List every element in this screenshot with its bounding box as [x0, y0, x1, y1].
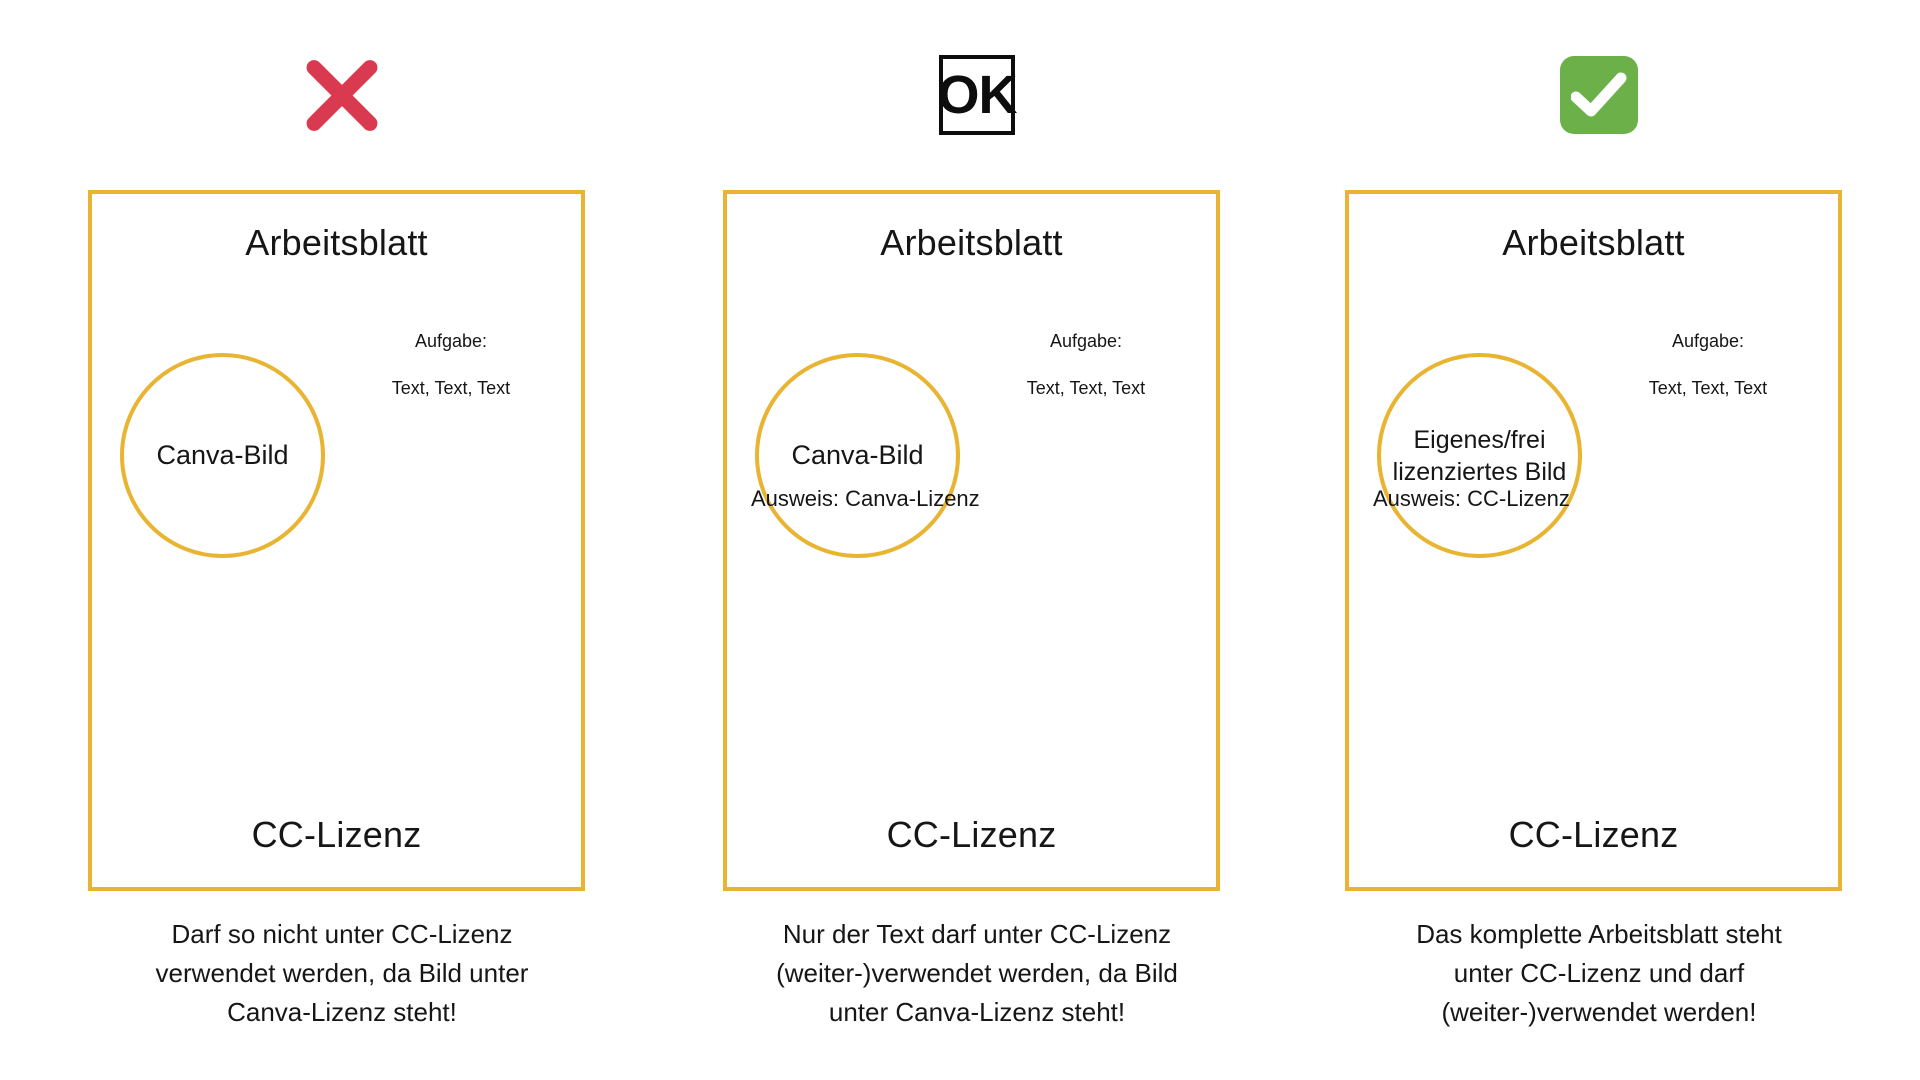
red-cross-icon: [295, 48, 389, 142]
image-placeholder-label-3: Eigenes/frei lizenziertes Bild: [1392, 425, 1567, 486]
task-lines-2: Text, Text, Text: [1026, 378, 1146, 398]
worksheet-title-1: Arbeitsblatt: [245, 222, 428, 263]
task-lines-1: Text, Text, Text: [391, 378, 511, 398]
caption-1: Darf so nicht unter CC-Lizenz verwendet …: [88, 915, 596, 1032]
image-placeholder-label-2: Canva-Bild: [791, 440, 924, 471]
verdict-badge-area-1: [88, 40, 596, 150]
caption-line: unter CC-Lizenz und darf: [1453, 958, 1745, 988]
caption-line: (weiter-)verwendet werden!: [1441, 997, 1757, 1027]
task-heading-3: Aufgabe:: [1671, 331, 1745, 351]
worksheet-card-3: Arbeitsblatt Eigenes/frei lizenziertes B…: [1345, 190, 1842, 891]
column-partly-allowed: OK Arbeitsblatt Canva-Bild Aufgabe: Text…: [723, 0, 1231, 1080]
task-block-2: Aufgabe: Text, Text, Text: [966, 331, 1206, 399]
worksheet-footer-2: CC-Lizenz: [886, 814, 1057, 855]
task-block-1: Aufgabe: Text, Text, Text: [331, 331, 571, 399]
licence-note-2: Ausweis: Canva-Lizenz: [751, 486, 980, 511]
column-not-allowed: Arbeitsblatt Canva-Bild Aufgabe: Text, T…: [88, 0, 596, 1080]
worksheet-footer-3: CC-Lizenz: [1508, 814, 1679, 855]
image-placeholder-3: Eigenes/frei lizenziertes Bild: [1377, 353, 1582, 558]
worksheet-card-2: Arbeitsblatt Canva-Bild Aufgabe: Text, T…: [723, 190, 1220, 891]
green-checkmark-icon: [1560, 56, 1638, 134]
caption-line: Darf so nicht unter CC-Lizenz: [171, 919, 513, 949]
task-heading-1: Aufgabe:: [414, 331, 488, 351]
image-placeholder-2: Canva-Bild: [755, 353, 960, 558]
image-placeholder-1: Canva-Bild: [120, 353, 325, 558]
caption-line: unter Canva-Lizenz steht!: [828, 997, 1126, 1027]
verdict-badge-area-2: OK: [723, 40, 1231, 150]
task-block-3: Aufgabe: Text, Text, Text: [1588, 331, 1828, 399]
caption-line: verwendet werden, da Bild unter: [155, 958, 529, 988]
task-heading-2: Aufgabe:: [1049, 331, 1123, 351]
worksheet-title-2: Arbeitsblatt: [880, 222, 1063, 263]
caption-2: Nur der Text darf unter CC-Lizenz (weite…: [723, 915, 1231, 1032]
image-placeholder-label-1: Canva-Bild: [156, 440, 289, 471]
caption-line: Canva-Lizenz steht!: [227, 997, 457, 1027]
ok-box-icon: OK: [938, 55, 1018, 135]
verdict-badge-area-3: [1345, 40, 1853, 150]
licence-note-3: Ausweis: CC-Lizenz: [1373, 486, 1570, 511]
caption-3: Das komplette Arbeitsblatt steht unter C…: [1345, 915, 1853, 1032]
worksheet-title-3: Arbeitsblatt: [1502, 222, 1685, 263]
caption-line: Nur der Text darf unter CC-Lizenz: [782, 919, 1172, 949]
column-allowed: Arbeitsblatt Eigenes/frei lizenziertes B…: [1345, 0, 1853, 1080]
caption-line: (weiter-)verwendet werden, da Bild: [776, 958, 1178, 988]
worksheet-card-1: Arbeitsblatt Canva-Bild Aufgabe: Text, T…: [88, 190, 585, 891]
caption-line: Das komplette Arbeitsblatt steht: [1416, 919, 1782, 949]
worksheet-footer-1: CC-Lizenz: [251, 814, 422, 855]
task-lines-3: Text, Text, Text: [1648, 378, 1768, 398]
